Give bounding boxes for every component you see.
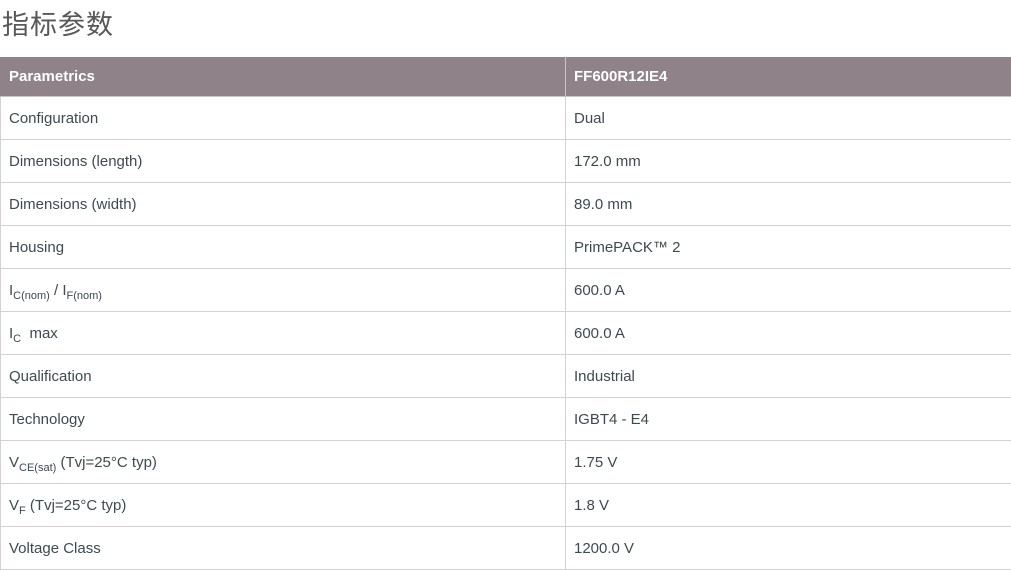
table-row: Voltage Class 1200.0 V xyxy=(1,527,1011,570)
table-header-parametrics: Parametrics xyxy=(1,57,566,97)
param-text: Voltage Class xyxy=(9,540,101,557)
param-name-cell: VCE(sat) (Tvj=25°C typ) xyxy=(1,441,566,484)
param-text: (Tvj=25°C typ) xyxy=(26,497,127,514)
table-row: Configuration Dual xyxy=(1,97,1011,140)
param-name-cell: Housing xyxy=(1,226,566,269)
table-row: Qualification Industrial xyxy=(1,355,1011,398)
param-text: / I xyxy=(50,282,67,299)
param-value-cell: Dual xyxy=(566,97,1011,140)
param-name-cell: Dimensions (width) xyxy=(1,183,566,226)
table-row: IC(nom) / IF(nom)600.0 A xyxy=(1,269,1011,312)
param-text: Housing xyxy=(9,239,64,256)
param-text: Dimensions (length) xyxy=(9,153,142,170)
param-value-cell: 1.75 V xyxy=(566,441,1011,484)
table-body: Configuration Dual Dimensions (length) 172.… xyxy=(1,97,1011,570)
param-text: Technology xyxy=(9,411,85,428)
table-row: Technology IGBT4 - E4 xyxy=(1,398,1011,441)
parametrics-table: Parametrics FF600R12IE4 Configuration Dua… xyxy=(0,57,1011,570)
param-value-cell: 600.0 A xyxy=(566,269,1011,312)
param-value-cell: 1.8 V xyxy=(566,484,1011,527)
param-text: Dimensions (width) xyxy=(9,196,137,213)
param-name-cell: IC max xyxy=(1,312,566,355)
param-name-cell: Voltage Class xyxy=(1,527,566,570)
param-text: V xyxy=(9,497,19,514)
param-subscript: F xyxy=(19,505,26,517)
param-value-cell: 89.0 mm xyxy=(566,183,1011,226)
param-subscript: C(nom) xyxy=(13,290,50,302)
param-value-cell: Industrial xyxy=(566,355,1011,398)
page-title: 指标参数 xyxy=(0,0,1011,42)
param-value-cell: 1200.0 V xyxy=(566,527,1011,570)
table-header-part-number: FF600R12IE4 xyxy=(566,57,1011,97)
param-subscript: F(nom) xyxy=(67,290,102,302)
param-value-cell: PrimePACK™ 2 xyxy=(566,226,1011,269)
param-name-cell: IC(nom) / IF(nom) xyxy=(1,269,566,312)
param-value-cell: 600.0 A xyxy=(566,312,1011,355)
param-name-cell: Technology xyxy=(1,398,566,441)
table-row: Dimensions (length) 172.0 mm xyxy=(1,140,1011,183)
param-name-cell: Dimensions (length) xyxy=(1,140,566,183)
table-row: VCE(sat) (Tvj=25°C typ)1.75 V xyxy=(1,441,1011,484)
param-text: Configuration xyxy=(9,110,98,127)
param-text: Qualification xyxy=(9,368,92,385)
table-row: Housing PrimePACK™ 2 xyxy=(1,226,1011,269)
param-subscript: C xyxy=(13,333,21,345)
table-row: Dimensions (width) 89.0 mm xyxy=(1,183,1011,226)
param-name-cell: Configuration xyxy=(1,97,566,140)
table-header-row: Parametrics FF600R12IE4 xyxy=(1,57,1011,97)
param-value-cell: IGBT4 - E4 xyxy=(566,398,1011,441)
param-name-cell: VF (Tvj=25°C typ) xyxy=(1,484,566,527)
param-text: V xyxy=(9,454,19,471)
param-subscript: CE(sat) xyxy=(19,462,56,474)
table-row: VF (Tvj=25°C typ)1.8 V xyxy=(1,484,1011,527)
param-text: (Tvj=25°C typ) xyxy=(56,454,157,471)
param-text: max xyxy=(21,325,58,342)
param-name-cell: Qualification xyxy=(1,355,566,398)
param-value-cell: 172.0 mm xyxy=(566,140,1011,183)
